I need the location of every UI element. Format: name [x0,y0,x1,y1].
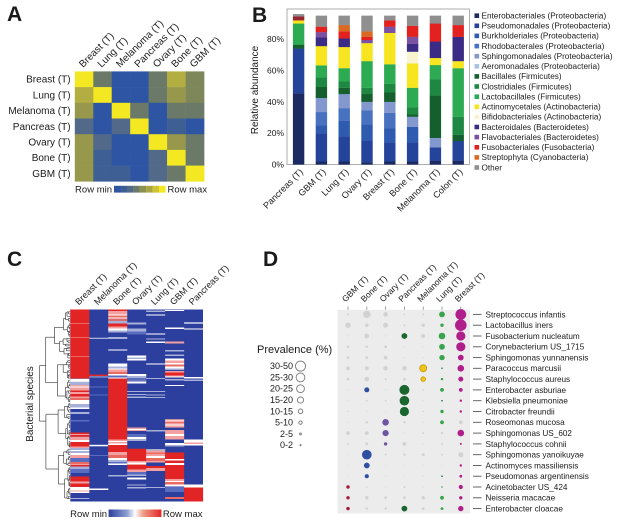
svg-text:0-2: 0-2 [280,440,293,450]
svg-text:Ovary (T): Ovary (T) [28,137,70,148]
svg-text:Lactobacillus iners: Lactobacillus iners [486,321,553,330]
svg-text:Aeromonadales (Proteobacteria): Aeromonadales (Proteobacteria) [482,62,601,71]
svg-text:Melanoma (T): Melanoma (T) [8,106,70,117]
svg-text:Fusobacterium nucleatum: Fusobacterium nucleatum [486,332,580,341]
svg-text:Acinetobacter US_424: Acinetobacter US_424 [486,483,568,492]
svg-text:Enterobacter cloacae: Enterobacter cloacae [486,505,564,514]
svg-text:25-30: 25-30 [270,372,293,382]
svg-text:Breast (T): Breast (T) [26,75,70,86]
svg-text:Roseomonas mucosa: Roseomonas mucosa [486,418,566,427]
svg-text:Pseudomonadales (Proteobacteri: Pseudomonadales (Proteobacteria) [482,22,611,31]
svg-text:Neisseria macacae: Neisseria macacae [486,494,556,503]
svg-text:10-15: 10-15 [270,406,293,416]
svg-text:Row min: Row min [70,509,107,520]
svg-text:Lactobacillales (Firmicutes): Lactobacillales (Firmicutes) [482,93,581,102]
svg-text:Bacillales (Firmicutes): Bacillales (Firmicutes) [482,72,562,81]
svg-text:30-50: 30-50 [270,361,293,371]
svg-text:20%: 20% [267,128,284,138]
svg-text:Fusobacteriales (Fusobacteria): Fusobacteriales (Fusobacteria) [482,143,595,152]
svg-text:Pseudomonas argentinensis: Pseudomonas argentinensis [486,472,589,481]
svg-text:Staphylococcus aureus: Staphylococcus aureus [486,375,571,384]
svg-text:Staphylococcus cohnii: Staphylococcus cohnii [486,440,567,449]
svg-text:Row max: Row max [168,184,208,195]
svg-text:Actinomyces massiliensis: Actinomyces massiliensis [486,461,579,470]
svg-text:Bifidobacteriales (Actinobacte: Bifidobacteriales (Actinobacteria) [482,113,602,122]
svg-text:GBM (T): GBM (T) [32,169,70,180]
svg-text:Row max: Row max [163,509,203,520]
svg-text:Citrobacter freundii: Citrobacter freundii [486,407,555,416]
svg-text:Other: Other [482,163,503,172]
svg-text:0%: 0% [272,160,285,170]
svg-text:Streptococcus infantis: Streptococcus infantis [486,310,566,319]
svg-text:Bacteroidales (Bacteroidetes): Bacteroidales (Bacteroidetes) [482,123,590,132]
svg-text:Burkholderiales (Proteobacteri: Burkholderiales (Proteobacteria) [482,32,600,41]
svg-text:40%: 40% [267,97,284,107]
svg-text:Bone (T): Bone (T) [32,153,71,164]
svg-text:Relative abundance: Relative abundance [250,45,261,134]
svg-text:5-10: 5-10 [275,418,293,428]
svg-text:2-5: 2-5 [280,429,293,439]
svg-text:Klebsiella pneumoniae: Klebsiella pneumoniae [486,397,569,406]
svg-text:Bacterial species: Bacterial species [25,366,36,442]
svg-text:15-20: 15-20 [270,395,293,405]
svg-text:Sphingomonas yunnanensis: Sphingomonas yunnanensis [486,354,589,363]
svg-text:20-25: 20-25 [270,384,293,394]
svg-text:Sphingomonas US_602: Sphingomonas US_602 [486,429,573,438]
svg-text:Sphingomonas yanoikuyae: Sphingomonas yanoikuyae [486,451,585,460]
svg-text:Flavobacteriales (Bacteroidete: Flavobacteriales (Bacteroidetes) [482,133,600,142]
svg-text:Actinomycetales (Actinobacteri: Actinomycetales (Actinobacteria) [482,103,601,112]
svg-text:Prevalence (%): Prevalence (%) [257,344,332,356]
svg-text:80%: 80% [267,34,284,44]
svg-text:Corynebacterium US_1715: Corynebacterium US_1715 [486,343,585,352]
svg-text:Enterobacter asburiae: Enterobacter asburiae [486,386,567,395]
svg-text:Streptophyta (Cyanobacteria): Streptophyta (Cyanobacteria) [482,153,589,162]
svg-text:Clostridiales (Firmicutes): Clostridiales (Firmicutes) [482,82,572,91]
svg-text:Lung (T): Lung (T) [33,90,71,101]
svg-text:Pancreas (T): Pancreas (T) [13,122,71,133]
svg-text:Paracoccus marcusii: Paracoccus marcusii [486,364,562,373]
svg-text:Enterobacteriales (Proteobacte: Enterobacteriales (Proteobacteria) [482,12,607,21]
svg-text:Rhodobacterales (Proteobacteri: Rhodobacterales (Proteobacteria) [482,42,605,51]
svg-text:Sphingomonadales (Proteobacter: Sphingomonadales (Proteobacteria) [482,52,613,61]
svg-text:60%: 60% [267,66,284,76]
svg-text:Row min: Row min [75,184,112,195]
